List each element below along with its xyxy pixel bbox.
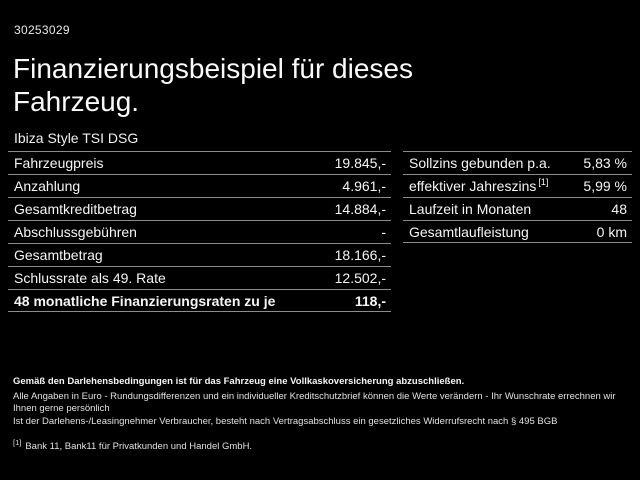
table-row-monthly-rate: 48 monatliche Finanzierungsraten zu je 1… xyxy=(8,289,391,312)
row-value: 48 xyxy=(611,201,627,217)
row-label: Gesamtlaufleistung xyxy=(409,223,529,240)
row-label: 48 monatliche Finanzierungsraten zu je xyxy=(14,292,276,309)
page-title-line2: Fahrzeug. xyxy=(13,86,140,117)
row-value: 19.845,- xyxy=(334,155,386,171)
table-row: Fahrzeugpreis 19.845,- xyxy=(8,151,391,174)
row-value: - xyxy=(381,224,386,240)
row-value: 12.502,- xyxy=(334,270,386,286)
row-value: 118,- xyxy=(354,292,386,309)
footnote-reference: [1] xyxy=(538,177,549,188)
row-label: Gesamtbetrag xyxy=(14,247,103,263)
row-label: Abschlussgebühren xyxy=(14,224,137,240)
page-title-line1: Finanzierungsbeispiel für dieses xyxy=(13,53,413,84)
footnote-text: Bank 11, Bank11 für Privatkunden und Han… xyxy=(25,441,253,453)
table-row: Gesamtbetrag 18.166,- xyxy=(8,243,391,266)
row-value: 5,83 % xyxy=(583,155,627,171)
offer-id: 30253029 xyxy=(14,23,70,37)
row-value: 18.166,- xyxy=(334,247,386,263)
row-label: Sollzins gebunden p.a. xyxy=(409,155,551,171)
row-value: 5,99 % xyxy=(583,178,627,194)
table-row: effektiver Jahreszins [1] 5,99 % xyxy=(403,174,632,197)
insurance-requirement-note: Gemäß den Darlehensbedingungen ist für d… xyxy=(13,376,465,387)
row-label: Anzahlung xyxy=(14,178,81,194)
row-label: Gesamtkreditbetrag xyxy=(14,201,137,217)
vehicle-model-subtitle: Ibiza Style TSI DSG xyxy=(14,130,139,146)
table-row: Laufzeit in Monaten 48 xyxy=(403,197,632,220)
financing-table-right: Sollzins gebunden p.a. 5,83 % effektiver… xyxy=(403,151,632,243)
row-value: 14.884,- xyxy=(334,201,386,217)
legal-fineprint: Gemäß den Darlehensbedingungen ist für d… xyxy=(13,376,628,454)
row-label: effektiver Jahreszins [1] xyxy=(409,177,549,194)
row-label: Schlussrate als 49. Rate xyxy=(14,270,166,286)
table-row: Abschlussgebühren - xyxy=(8,220,391,243)
row-label: Fahrzeugpreis xyxy=(14,155,104,171)
table-row: Gesamtlaufleistung 0 km xyxy=(403,220,632,243)
row-label: Laufzeit in Monaten xyxy=(409,201,532,217)
row-value: 4.961,- xyxy=(342,178,386,194)
table-row: Anzahlung 4.961,- xyxy=(8,174,391,197)
table-row: Gesamtkreditbetrag 14.884,- xyxy=(8,197,391,220)
disclaimer-line: Alle Angaben in Euro - Rundungsdifferenz… xyxy=(13,390,616,415)
table-row: Sollzins gebunden p.a. 5,83 % xyxy=(403,151,632,174)
row-value: 0 km xyxy=(596,223,627,240)
page-title: Finanzierungsbeispiel für dieses Fahrzeu… xyxy=(13,52,413,118)
financing-table-left: Fahrzeugpreis 19.845,- Anzahlung 4.961,-… xyxy=(8,151,391,312)
footnote-marker: [1] xyxy=(13,438,22,447)
table-row: Schlussrate als 49. Rate 12.502,- xyxy=(8,266,391,289)
bank-footnote: [1] Bank 11, Bank11 für Privatkunden und … xyxy=(13,437,628,454)
disclaimer-line: Ist der Darlehens-/Leasingnehmer Verbrau… xyxy=(13,415,558,427)
